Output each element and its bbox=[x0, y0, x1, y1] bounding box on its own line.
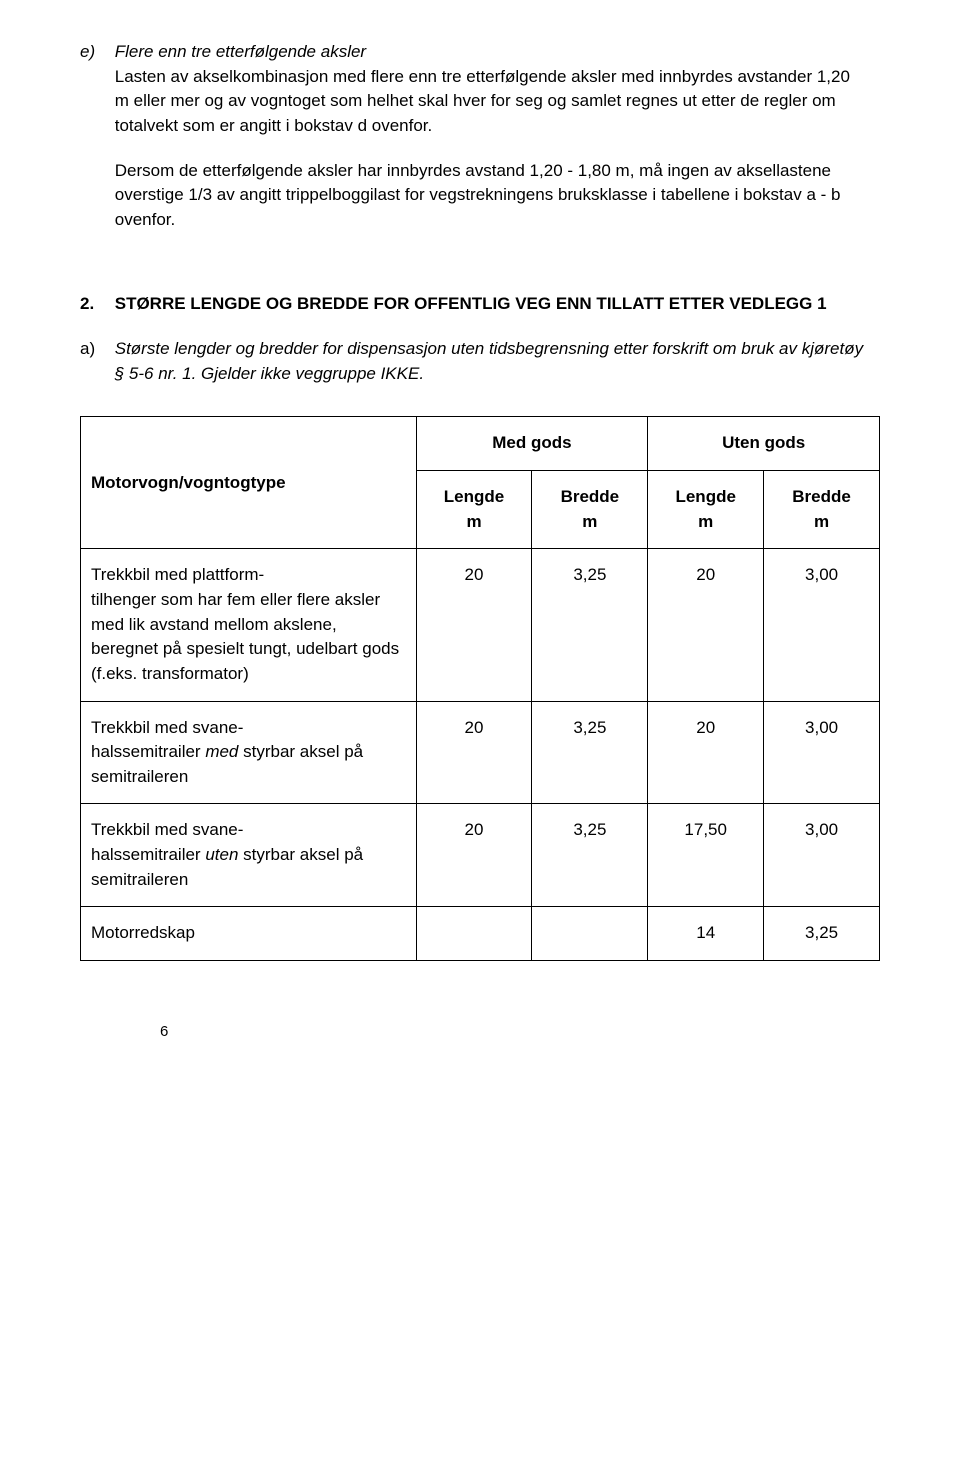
cell-ug-len: 20 bbox=[648, 701, 764, 804]
cell-mg-bre: 3,25 bbox=[532, 701, 648, 804]
page-number: 6 bbox=[160, 1021, 168, 1043]
list-marker-a: a) bbox=[80, 337, 110, 362]
table-row: Motorredskap 14 3,25 bbox=[81, 907, 880, 961]
row-label: Motorredskap bbox=[81, 907, 417, 961]
row-label: Trekkbil med svane- halssemitrailer uten… bbox=[81, 804, 417, 907]
cell-mg-len bbox=[416, 907, 532, 961]
page-footer: 6 bbox=[80, 1021, 880, 1051]
section-2: 2. STØRRE LENGDE OG BREDDE FOR OFFENTLIG… bbox=[80, 292, 880, 386]
cell-mg-bre bbox=[532, 907, 648, 961]
header-ug-lengde: Lengdem bbox=[648, 471, 764, 549]
section-e-title: Flere enn tre etterfølgende aksler bbox=[115, 40, 865, 65]
cell-ug-bre: 3,00 bbox=[764, 701, 880, 804]
cell-ug-len: 14 bbox=[648, 907, 764, 961]
section-e-para1: Lasten av akselkombinasjon med flere enn… bbox=[115, 65, 865, 139]
section-e-body: Flere enn tre etterfølgende aksler Laste… bbox=[115, 40, 865, 252]
list-marker-e: e) bbox=[80, 40, 110, 65]
row-label: Trekkbil med plattform- tilhenger som ha… bbox=[81, 549, 417, 701]
section-e-para2: Dersom de etterfølgende aksler har innby… bbox=[115, 159, 865, 233]
table-header-row-1: Motorvogn/vogntogtype Med gods Uten gods bbox=[81, 417, 880, 471]
header-uten-gods: Uten gods bbox=[648, 417, 880, 471]
table-row: Trekkbil med plattform- tilhenger som ha… bbox=[81, 549, 880, 701]
header-mg-bredde: Breddem bbox=[532, 471, 648, 549]
cell-mg-len: 20 bbox=[416, 804, 532, 907]
header-med-gods: Med gods bbox=[416, 417, 648, 471]
cell-mg-len: 20 bbox=[416, 549, 532, 701]
table-row: Trekkbil med svane- halssemitrailer uten… bbox=[81, 804, 880, 907]
header-mg-lengde: Lengdem bbox=[416, 471, 532, 549]
row-label: Trekkbil med svane- halssemitrailer med … bbox=[81, 701, 417, 804]
header-vehicle-type: Motorvogn/vogntogtype bbox=[81, 417, 417, 549]
cell-ug-len: 17,50 bbox=[648, 804, 764, 907]
cell-ug-bre: 3,00 bbox=[764, 804, 880, 907]
section-e: e) Flere enn tre etterfølgende aksler La… bbox=[80, 40, 880, 252]
table-row: Trekkbil med svane- halssemitrailer med … bbox=[81, 701, 880, 804]
section-2-a-text: Største lengder og bredder for dispensas… bbox=[115, 337, 865, 386]
header-ug-bredde: Breddem bbox=[764, 471, 880, 549]
cell-mg-bre: 3,25 bbox=[532, 549, 648, 701]
section-2-heading: STØRRE LENGDE OG BREDDE FOR OFFENTLIG VE… bbox=[115, 292, 865, 317]
section-2-number: 2. bbox=[80, 292, 110, 317]
cell-ug-bre: 3,25 bbox=[764, 907, 880, 961]
cell-mg-len: 20 bbox=[416, 701, 532, 804]
cell-mg-bre: 3,25 bbox=[532, 804, 648, 907]
dimensions-table: Motorvogn/vogntogtype Med gods Uten gods… bbox=[80, 416, 880, 961]
cell-ug-bre: 3,00 bbox=[764, 549, 880, 701]
cell-ug-len: 20 bbox=[648, 549, 764, 701]
